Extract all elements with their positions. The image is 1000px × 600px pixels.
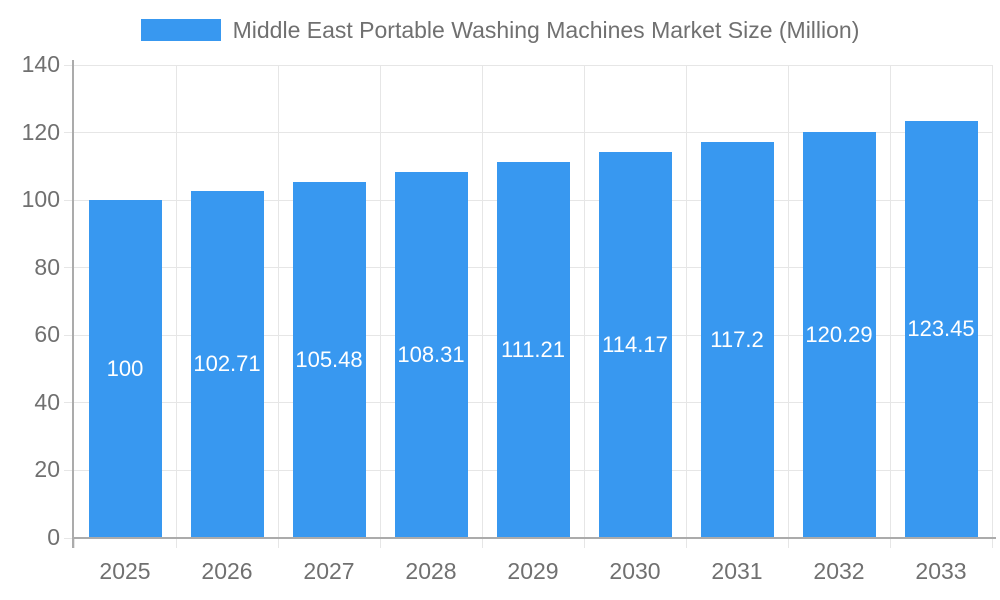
- y-tick-mark: [64, 132, 74, 134]
- x-tick-mark: [73, 538, 75, 548]
- y-gridline: [74, 132, 992, 134]
- y-tick-mark: [64, 537, 74, 539]
- bar-value-label: 120.29: [805, 321, 873, 347]
- y-tick-mark: [64, 469, 74, 471]
- x-tick-mark: [277, 538, 279, 548]
- bar: 100: [88, 200, 162, 538]
- y-tick-label: 40: [34, 388, 60, 415]
- bar-value-label: 105.48: [295, 346, 363, 372]
- y-tick-mark: [64, 402, 74, 404]
- x-gridline: [583, 65, 585, 538]
- chart-legend: Middle East Portable Washing Machines Ma…: [0, 16, 1000, 44]
- x-tick-label: 2032: [813, 558, 865, 584]
- bar-value-label: 114.17: [602, 332, 668, 358]
- bar: 117.2: [700, 142, 774, 538]
- y-tick-label: 80: [34, 253, 60, 280]
- bar-value-label: 100: [106, 356, 144, 382]
- x-tick-label: 2030: [609, 558, 661, 584]
- x-gridline: [379, 65, 381, 538]
- y-gridline: [74, 64, 992, 66]
- x-tick-label: 2029: [507, 558, 559, 584]
- x-tick-mark: [175, 538, 177, 548]
- bar-value-label: 102.71: [193, 351, 261, 377]
- bar-value-label: 111.21: [500, 337, 566, 363]
- x-tick-mark: [991, 538, 993, 548]
- x-axis-line: [72, 537, 996, 539]
- x-gridline: [685, 65, 687, 538]
- x-tick-mark: [787, 538, 789, 548]
- bar: 102.71: [190, 190, 264, 538]
- bar: 111.21: [496, 162, 570, 538]
- legend-swatch-icon: [140, 19, 221, 41]
- x-tick-mark: [481, 538, 483, 548]
- bar: 114.17: [598, 152, 672, 538]
- x-tick-mark: [889, 538, 891, 548]
- bar: 105.48: [292, 181, 366, 538]
- x-tick-mark: [685, 538, 687, 548]
- y-tick-mark: [64, 199, 74, 201]
- y-axis-line: [72, 60, 74, 548]
- x-tick-mark: [583, 538, 585, 548]
- x-tick-label: 2031: [711, 558, 763, 584]
- x-tick-label: 2025: [99, 558, 151, 584]
- x-tick-label: 2026: [201, 558, 253, 584]
- x-gridline: [481, 65, 483, 538]
- bar-value-label: 117.2: [710, 327, 764, 352]
- x-gridline: [277, 65, 279, 538]
- y-tick-label: 120: [21, 118, 60, 145]
- y-tick-label: 20: [34, 456, 60, 483]
- x-gridline: [991, 65, 993, 538]
- x-tick-label: 2028: [405, 558, 457, 584]
- y-tick-mark: [64, 64, 74, 66]
- y-tick-label: 60: [34, 321, 60, 348]
- bar-value-label: 108.31: [397, 342, 465, 368]
- x-gridline: [787, 65, 789, 538]
- y-tick-mark: [64, 334, 74, 336]
- x-tick-label: 2033: [915, 558, 967, 584]
- bar: 123.45: [904, 120, 978, 538]
- y-tick-label: 100: [21, 186, 60, 213]
- x-gridline: [175, 65, 177, 538]
- bar: 120.29: [802, 131, 876, 538]
- legend-label: Middle East Portable Washing Machines Ma…: [232, 17, 860, 43]
- x-tick-mark: [379, 538, 381, 548]
- x-tick-label: 2027: [303, 558, 355, 584]
- x-gridline: [889, 65, 891, 538]
- bar: 108.31: [394, 172, 468, 538]
- y-tick-mark: [64, 267, 74, 269]
- y-tick-label: 0: [47, 524, 60, 550]
- bar-value-label: 123.45: [907, 316, 975, 342]
- y-tick-label: 140: [21, 51, 60, 77]
